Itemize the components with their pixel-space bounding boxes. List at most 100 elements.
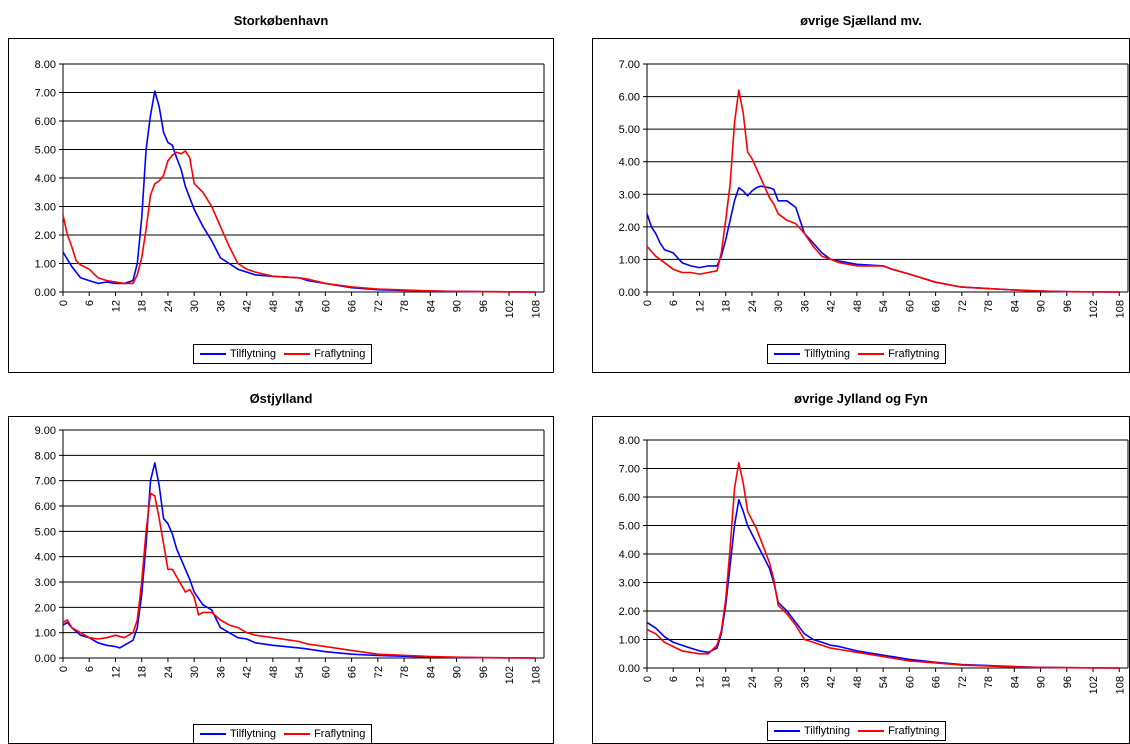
y-tick-label: 8.00	[35, 450, 56, 462]
x-tick-label: 42	[242, 300, 254, 312]
x-tick-label: 48	[268, 666, 280, 678]
x-tick-label: 60	[904, 300, 916, 312]
legend-label: Tilflytning	[804, 725, 851, 737]
y-tick-label: 4.00	[35, 552, 56, 564]
x-tick-label: 18	[137, 300, 149, 312]
x-tick-label: 6	[84, 666, 96, 672]
legend-label: Tilflytning	[230, 348, 277, 360]
legend-swatch	[284, 353, 311, 355]
y-tick-label: 3.00	[619, 189, 640, 201]
y-tick-label: 1.00	[35, 259, 56, 271]
y-tick-label: 9.00	[35, 425, 56, 437]
chart-title: øvrige Sjælland mv.	[800, 13, 922, 28]
legend-swatch	[774, 353, 800, 355]
x-tick-label: 90	[1036, 676, 1048, 688]
x-tick-label: 42	[826, 300, 838, 312]
x-tick-label: 108	[530, 300, 542, 318]
y-tick-label: 1.00	[619, 254, 640, 266]
y-tick-label: 1.00	[35, 628, 56, 640]
y-tick-label: 1.00	[619, 635, 640, 647]
y-tick-label: 4.00	[619, 549, 640, 561]
x-tick-label: 24	[163, 666, 175, 678]
x-tick-label: 84	[1009, 676, 1021, 688]
x-tick-label: 30	[773, 300, 785, 312]
legend-label: Fraflytning	[314, 348, 366, 360]
legend-item: Fraflytning	[858, 725, 939, 737]
x-tick-label: 6	[668, 676, 680, 682]
x-tick-label: 18	[137, 666, 149, 678]
y-tick-label: 6.00	[35, 116, 56, 128]
y-tick-label: 7.00	[35, 88, 56, 100]
y-tick-label: 8.00	[619, 435, 640, 447]
x-tick-label: 72	[373, 666, 385, 678]
x-tick-label: 54	[878, 676, 890, 688]
legend-label: Fraflytning	[888, 348, 940, 360]
x-tick-label: 96	[478, 300, 490, 312]
x-tick-label: 54	[294, 666, 306, 678]
chart-legend: Tilflytning Fraflytning	[193, 344, 373, 364]
y-tick-label: 2.00	[35, 230, 56, 242]
x-tick-label: 0	[58, 300, 70, 306]
chart-svg: 0.00 1.00 2.00 3.00 4.00 5.00 6.00 7.00 8.00 0 6 12…	[35, 59, 545, 318]
x-tick-label: 78	[399, 300, 411, 312]
chart-panel: Storkøbenhavn 0.00 1.00 2.00 3.00 4.00 5.00 6.0…	[8, 0, 554, 373]
x-tick-label: 0	[642, 676, 654, 682]
x-tick-label: 84	[425, 300, 437, 312]
x-tick-label: 48	[852, 300, 864, 312]
legend-item: Fraflytning	[284, 348, 365, 360]
x-tick-label: 36	[799, 676, 811, 688]
chart-legend: Tilflytning Fraflytning	[193, 724, 373, 744]
legend-label: Tilflytning	[230, 728, 277, 740]
chart-svg: 0.00 1.00 2.00 3.00 4.00 5.00 6.00 7.00 8.00 9.00…	[35, 425, 545, 684]
series-line-fraflytning	[62, 492, 536, 659]
chart-title: Østjylland	[249, 391, 313, 406]
x-tick-label: 60	[904, 676, 916, 688]
y-tick-label: 7.00	[35, 476, 56, 488]
x-tick-label: 72	[373, 300, 385, 312]
y-tick-label: 8.00	[35, 59, 56, 71]
x-tick-label: 96	[478, 666, 490, 678]
x-tick-label: 36	[215, 300, 227, 312]
y-tick-label: 6.00	[619, 92, 640, 104]
x-tick-label: 66	[347, 300, 359, 312]
series-line-fraflytning	[646, 89, 1120, 293]
x-tick-label: 60	[320, 666, 332, 678]
y-tick-label: 7.00	[619, 464, 640, 476]
y-tick-label: 0.00	[35, 287, 56, 299]
x-tick-label: 66	[347, 666, 359, 678]
x-tick-label: 84	[1009, 300, 1021, 312]
legend-swatch	[284, 733, 311, 735]
chart-panel: Østjylland 0.00 1.00 2.00 3.00 4.00 5.00 6.00 7.…	[8, 387, 554, 744]
series-line-tilflytning	[646, 185, 1120, 293]
y-tick-label: 6.00	[619, 492, 640, 504]
x-tick-label: 48	[852, 676, 864, 688]
legend-swatch	[774, 730, 800, 732]
x-tick-label: 90	[452, 666, 464, 678]
x-tick-label: 90	[1036, 300, 1048, 312]
x-tick-label: 24	[163, 300, 175, 312]
chart-frame	[592, 416, 1130, 744]
y-tick-label: 2.00	[35, 602, 56, 614]
legend-swatch	[200, 353, 226, 355]
chart-title: Storkøbenhavn	[233, 13, 329, 28]
y-tick-label: 5.00	[35, 526, 56, 538]
x-tick-label: 30	[189, 300, 201, 312]
x-tick-label: 84	[425, 666, 437, 678]
x-tick-label: 36	[215, 666, 227, 678]
chart-svg: 0.00 1.00 2.00 3.00 4.00 5.00 6.00 7.00 0 6 12 18 24…	[619, 59, 1129, 318]
x-tick-label: 42	[242, 666, 254, 678]
legend-item: Tilflytning	[200, 728, 276, 740]
x-tick-label: 72	[957, 676, 969, 688]
legend-item: Tilflytning	[200, 348, 276, 360]
chart-frame	[8, 38, 554, 373]
y-tick-label: 0.00	[619, 287, 640, 299]
x-tick-label: 18	[721, 300, 733, 312]
legend-label: Tilflytning	[804, 348, 851, 360]
y-tick-label: 0.00	[619, 663, 640, 675]
x-tick-label: 48	[268, 300, 280, 312]
x-tick-label: 108	[530, 666, 542, 684]
x-tick-label: 102	[504, 666, 516, 684]
x-tick-label: 12	[110, 666, 122, 678]
chart-title: øvrige Jylland og Fyn	[794, 391, 928, 406]
x-tick-label: 42	[826, 676, 838, 688]
